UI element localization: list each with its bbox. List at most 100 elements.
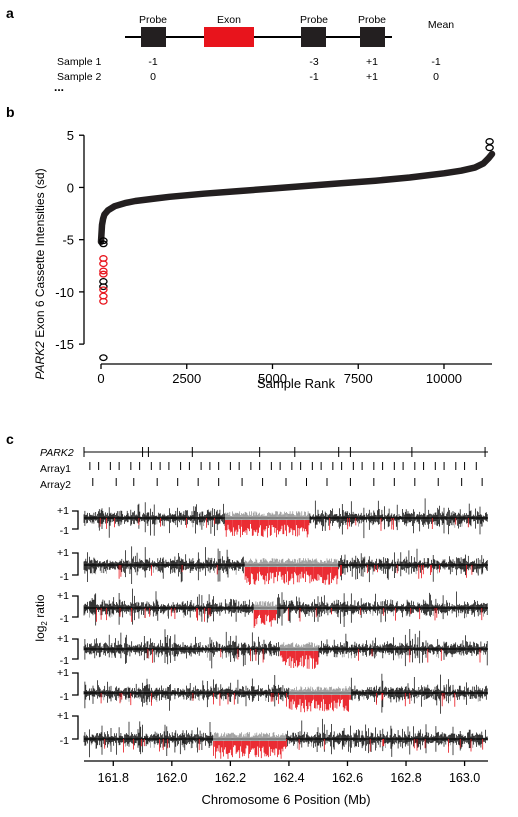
panel-b-point-black: [99, 237, 108, 245]
trace-black-signal: [83, 588, 488, 627]
trace-plus-label: +1: [57, 547, 69, 559]
trace-red-deletion: [104, 739, 484, 759]
panel-b-x-tick-label: 7500: [344, 371, 373, 386]
row-2-probe-1: 0: [150, 71, 156, 83]
panel-b-point-black: [99, 354, 108, 362]
trace-red-deletion: [96, 608, 483, 628]
trace-black-signal: [83, 629, 488, 669]
panel-b-x-tick-label: 0: [97, 371, 104, 386]
probe-header-1: Probe: [139, 14, 167, 26]
panel-b-point-black: [485, 138, 494, 145]
park2-track-label: PARK2: [40, 447, 74, 459]
trace-minus-label: -1: [60, 655, 69, 667]
panel-c: c PARK2 Array1 Array2 log2 ratio +1-1+1-…: [6, 431, 488, 807]
panel-b-point-red: [99, 270, 108, 278]
panel-c-y-log: log: [33, 626, 47, 642]
trace-red-deletion: [100, 693, 456, 713]
panel-c-y-rest: ratio: [33, 594, 47, 621]
panel-b-outlier-points: [99, 138, 494, 362]
row-1-probe-1: -1: [148, 56, 157, 68]
panel-c-copy-number-traces: +1-1+1-1+1-1+1-1+1-1+1-1: [57, 498, 488, 759]
row-ellipsis: ...: [54, 80, 64, 94]
row-2-label: Sample 2: [57, 71, 102, 83]
array2-track-label: Array2: [40, 479, 71, 491]
panel-b-x-axis-title: Sample Rank: [257, 376, 336, 391]
panel-c-probe-tracks: [83, 447, 488, 486]
panel-b-y-tick-label: -10: [55, 285, 74, 300]
trace-minus-label: -1: [60, 735, 69, 747]
mean-header: Mean: [428, 19, 454, 31]
row-2-probe-3: +1: [366, 71, 378, 83]
row-1-mean: -1: [431, 56, 440, 68]
trace-minus-label: -1: [60, 691, 69, 703]
trace-plus-label: +1: [57, 710, 69, 722]
trace-plus-label: +1: [57, 633, 69, 645]
panel-c-x-tick-label: 162.6: [332, 771, 363, 785]
panel-b-point-red: [99, 267, 108, 275]
trace-minus-label: -1: [60, 525, 69, 537]
exon-header: Exon: [217, 14, 241, 26]
panel-b-point-red: [99, 286, 108, 294]
panel-c-x-tick-label: 162.0: [156, 771, 187, 785]
exon-box: [204, 27, 254, 47]
panel-c-x-tick-label: 162.8: [390, 771, 421, 785]
trace-plus-label: +1: [57, 667, 69, 679]
panel-b-point-black: [99, 240, 108, 248]
panel-c-x-tick-label: 162.4: [273, 771, 304, 785]
trace-minus-label: -1: [60, 613, 69, 625]
panel-c-x-tick-label: 162.2: [215, 771, 246, 785]
row-1-probe-3: +1: [366, 56, 378, 68]
row-1-label: Sample 1: [57, 56, 102, 68]
trace-bracket: [72, 595, 79, 618]
trace-plus-label: +1: [57, 590, 69, 602]
panel-c-x-tick-label: 163.0: [449, 771, 480, 785]
panel-c-x-tick-label: 161.8: [98, 771, 129, 785]
probe-box-1: [141, 27, 166, 47]
trace-red-deletion: [99, 518, 469, 538]
panel-b: b PARK2 Exon 6 Cassette Intensities (sd)…: [6, 104, 496, 391]
trace-red-deletion: [118, 565, 473, 585]
panel-b-axes: 5 0 -5 -10 -15 0 2500 5000 7500 10000: [55, 128, 492, 386]
panel-b-x-tick-label: 5000: [258, 371, 287, 386]
panel-a-letter: a: [6, 5, 14, 21]
trace-bracket: [72, 552, 79, 576]
panel-c-y-axis-title: log2 ratio: [33, 594, 49, 641]
panel-b-x-tick-label: 10000: [426, 371, 462, 386]
panel-c-y-sub: 2: [40, 621, 49, 626]
panel-b-letter: b: [6, 104, 15, 120]
trace-black-signal: [83, 673, 488, 714]
array1-track-label: Array1: [40, 463, 71, 475]
probe-box-2: [301, 27, 326, 47]
panel-b-point-red: [99, 297, 108, 305]
trace-bracket: [72, 672, 79, 696]
panel-b-x-tick-label: 2500: [172, 371, 201, 386]
row-2-mean: 0: [433, 71, 439, 83]
panel-b-point-black: [99, 283, 108, 291]
panel-b-y-rest: Exon 6 Cassette Intensities (sd): [33, 168, 47, 341]
panel-c-x-axis: 161.8 162.0 162.2 162.4 162.6 162.8 163.0: [84, 760, 488, 785]
panel-b-y-tick-label: 5: [67, 128, 74, 143]
trace-red-deletion: [147, 649, 481, 669]
probe-box-3: [360, 27, 385, 47]
row-1-probe-2: -3: [309, 56, 318, 68]
panel-b-y-tick-label: -5: [62, 233, 74, 248]
panel-b-y-gene: PARK2: [33, 341, 47, 380]
trace-minus-label: -1: [60, 571, 69, 583]
panel-b-y-tick-label: -15: [55, 337, 74, 352]
panel-b-rank-curve: [97, 150, 496, 246]
probe-header-2: Probe: [300, 14, 328, 26]
panel-b-y-tick-label: 0: [67, 180, 74, 195]
trace-bracket: [72, 510, 79, 530]
trace-bracket: [72, 638, 79, 660]
trace-bracket: [72, 715, 79, 740]
probe-header-3: Probe: [358, 14, 386, 26]
trace-grey-signal: [89, 642, 484, 659]
panel-a: a Probe Exon Probe Probe Mean Sample 1 -…: [6, 5, 454, 94]
panel-c-x-axis-title: Chromosome 6 Position (Mb): [201, 792, 370, 807]
panel-b-point-black: [485, 144, 494, 152]
trace-plus-label: +1: [57, 505, 69, 517]
panel-b-y-axis-title: PARK2 Exon 6 Cassette Intensities (sd): [33, 168, 47, 379]
row-2-probe-2: -1: [309, 71, 318, 83]
panel-c-letter: c: [6, 431, 14, 447]
